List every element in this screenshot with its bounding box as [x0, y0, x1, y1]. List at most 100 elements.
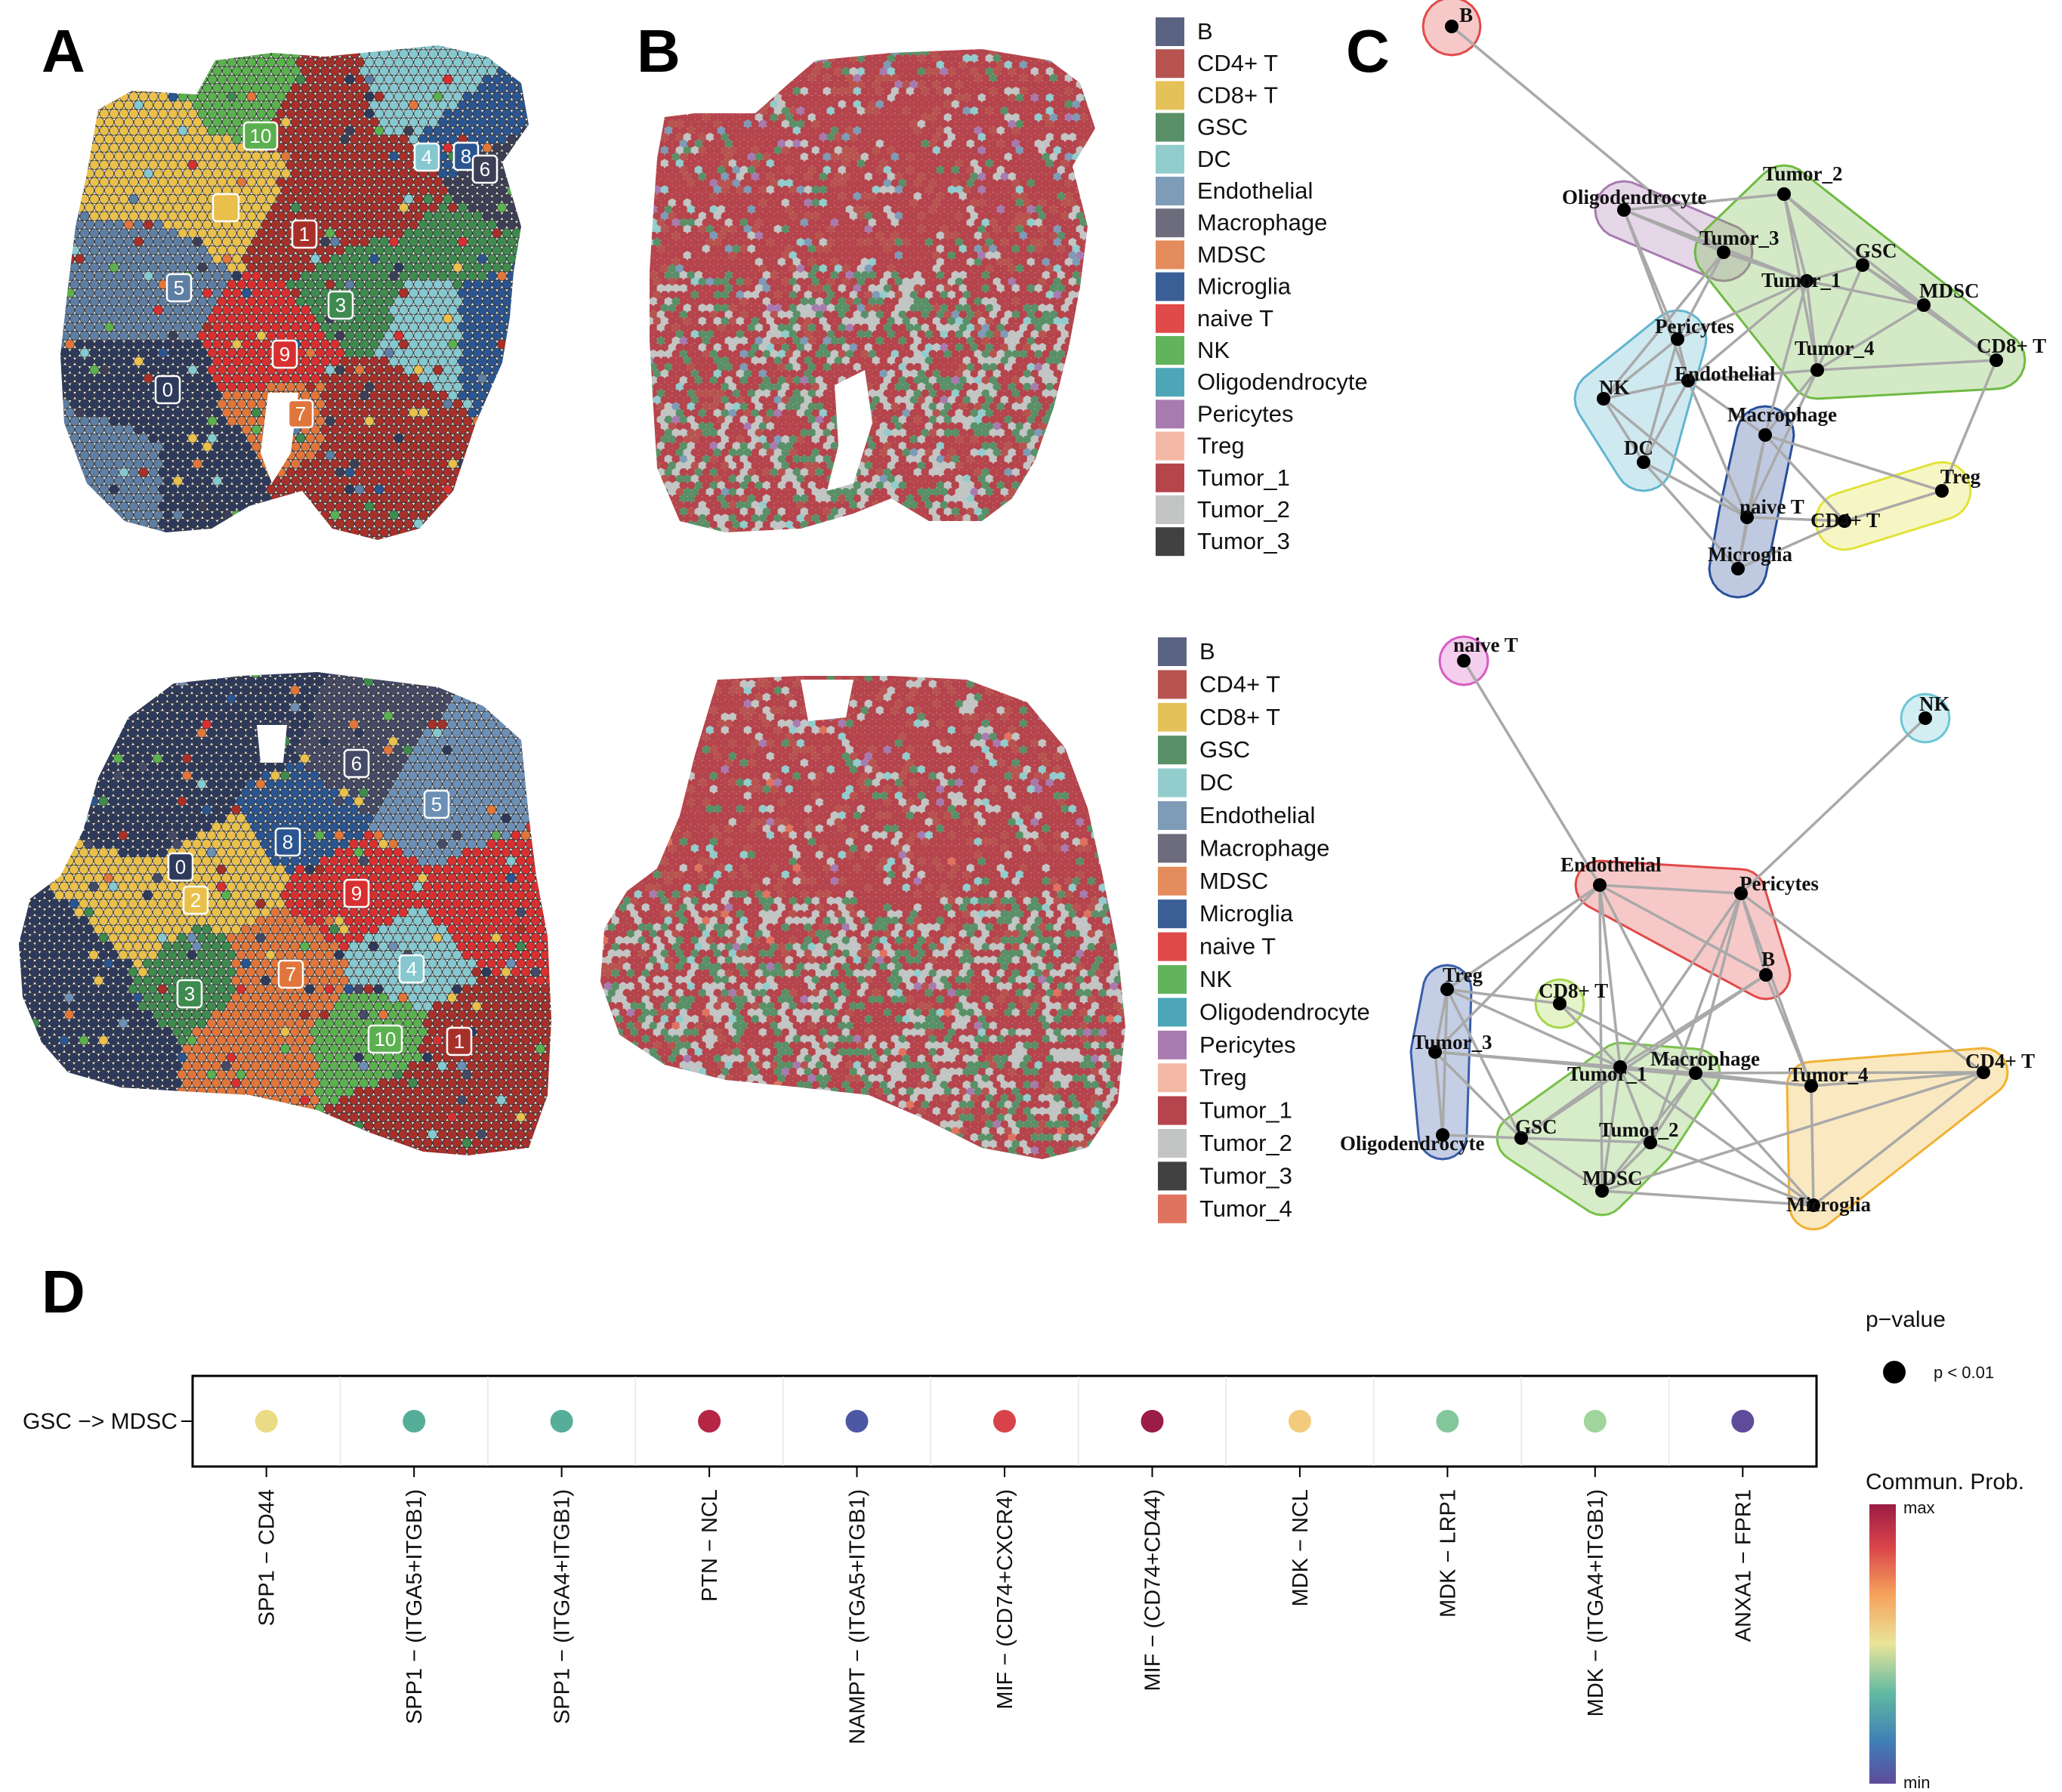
spot [349, 527, 360, 538]
spot [502, 245, 512, 255]
spot [800, 74, 809, 82]
spot [79, 91, 90, 102]
spot [423, 177, 434, 187]
spot [369, 458, 380, 469]
spot [642, 245, 650, 253]
spot [138, 415, 149, 427]
spot [211, 510, 223, 520]
spot [266, 484, 276, 495]
spot [413, 74, 424, 85]
spot [349, 424, 360, 435]
spot [966, 49, 975, 57]
spot [418, 510, 429, 520]
spot [650, 172, 654, 181]
spot [378, 66, 390, 76]
spot [231, 270, 242, 281]
spot [300, 66, 311, 76]
spot [109, 245, 119, 255]
spot [211, 151, 223, 162]
spot [516, 236, 527, 247]
spot [227, 228, 237, 239]
spot [364, 211, 375, 221]
spot [1076, 159, 1085, 168]
spot [516, 527, 527, 538]
cluster-label-box-unlabeled [211, 193, 240, 223]
spot [792, 100, 801, 109]
spot [300, 151, 311, 162]
spot [295, 108, 306, 119]
spot [236, 501, 247, 512]
spot [717, 113, 726, 122]
spot [60, 125, 70, 136]
spot [305, 125, 316, 136]
spot [443, 433, 453, 443]
spot [860, 100, 869, 109]
spot [1060, 94, 1070, 103]
spot [902, 80, 911, 89]
spot [413, 108, 424, 119]
spot [536, 220, 545, 229]
spot [1004, 60, 1013, 69]
spot [177, 193, 188, 205]
spot [295, 313, 306, 324]
spot [329, 202, 341, 213]
spot [804, 106, 813, 116]
spot [739, 74, 749, 82]
spot [168, 45, 178, 51]
spot [369, 339, 380, 350]
spot [516, 117, 527, 128]
spot [211, 339, 223, 350]
spot [496, 373, 508, 384]
spot [168, 245, 178, 255]
spot [841, 80, 850, 89]
spot [511, 330, 522, 341]
spot [236, 535, 247, 540]
spot [290, 492, 301, 504]
spot [921, 100, 930, 109]
spot [403, 262, 414, 273]
spot [872, 49, 881, 50]
spot [241, 322, 252, 332]
cluster-label-text: 0 [162, 378, 173, 401]
spot [516, 390, 527, 401]
spot [428, 117, 439, 128]
spot [270, 168, 282, 179]
spot [359, 168, 370, 179]
spot [955, 49, 964, 50]
spot [502, 228, 512, 239]
spot [467, 83, 478, 94]
spot [428, 492, 439, 504]
spot [177, 518, 188, 529]
spot [344, 347, 355, 358]
spot [496, 270, 508, 281]
spot [751, 119, 760, 128]
spot [443, 484, 453, 495]
spot [143, 168, 154, 179]
spot [408, 134, 419, 144]
spot [378, 151, 390, 162]
spot [300, 322, 311, 332]
spot [354, 296, 365, 307]
spot [99, 45, 110, 51]
spot [1019, 100, 1028, 109]
spot [64, 424, 76, 435]
spot [227, 535, 237, 540]
spot [1091, 80, 1095, 89]
spot [403, 125, 414, 136]
spot [789, 106, 798, 116]
spot [236, 91, 247, 102]
spot [1038, 94, 1047, 103]
spot [349, 339, 360, 350]
spot [123, 492, 134, 504]
spot [79, 143, 90, 153]
spot [378, 117, 390, 128]
spot [773, 54, 783, 63]
spot [928, 60, 937, 69]
spot [428, 458, 439, 469]
spot [516, 339, 527, 350]
spot [1053, 54, 1062, 63]
spot [207, 159, 218, 170]
spot [236, 296, 247, 307]
spot [457, 288, 468, 298]
spot [462, 193, 473, 205]
